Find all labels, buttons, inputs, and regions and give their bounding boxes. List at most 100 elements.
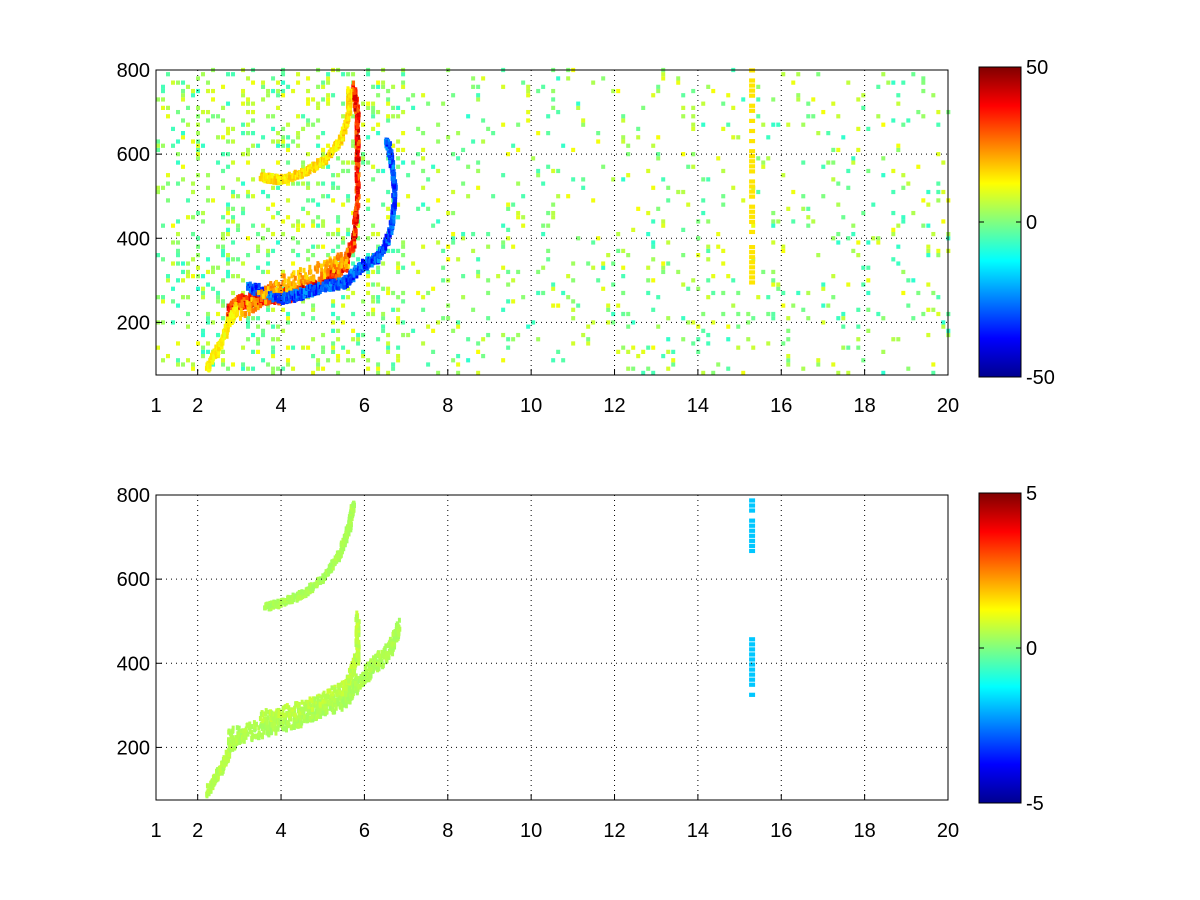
top-noise-cell — [236, 223, 241, 228]
bottom-feature-cell — [280, 722, 284, 728]
top-noise-cell — [226, 219, 231, 224]
top-feature-cell — [344, 251, 348, 257]
top-feature-cell — [353, 106, 357, 112]
bottom-feature-cell — [282, 712, 286, 718]
top-noise-cell — [251, 131, 256, 136]
top-noise-cell — [771, 240, 776, 245]
bottom-feature-cell — [292, 597, 296, 603]
top-noise-cell — [896, 147, 901, 153]
top-feature-cell — [245, 295, 249, 301]
top-noise-cell — [681, 114, 686, 119]
bottom-feature-cell — [320, 694, 324, 700]
top-noise-cell — [321, 97, 326, 102]
top-noise-cell — [696, 286, 701, 291]
top-noise-cell — [311, 253, 316, 258]
bottom-feature-cell — [300, 589, 304, 595]
top-noise-cell — [216, 332, 221, 338]
top-noise-cell — [566, 194, 571, 199]
top-noise-cell — [846, 282, 851, 287]
top-noise-cell — [706, 332, 711, 338]
top-feature-cell — [342, 284, 346, 290]
top-noise-cell — [236, 177, 241, 182]
bottom-feature-cell — [264, 716, 268, 722]
top-noise-cell — [651, 93, 656, 98]
top-feature-cell — [340, 263, 344, 269]
top-noise-cell — [801, 307, 806, 312]
top-noise-cell — [221, 84, 226, 89]
top-noise-cell — [736, 311, 741, 317]
top-feature-cell — [240, 293, 244, 299]
top-feature-cell — [353, 264, 357, 270]
top-noise-cell — [546, 164, 551, 169]
top-noise-cell — [191, 93, 196, 98]
bottom-feature-cell — [238, 739, 242, 745]
top-noise-cell — [881, 316, 886, 321]
top-noise-cell — [681, 282, 686, 287]
top-feature-cell — [285, 287, 289, 293]
top-noise-cell — [681, 152, 686, 157]
top-noise-cell — [921, 311, 926, 317]
top-heatmap-cells — [156, 67, 951, 376]
top-noise-cell — [201, 219, 206, 224]
top-noise-cell — [706, 219, 711, 224]
top-noise-cell — [396, 156, 401, 161]
top-stripe-cell — [749, 229, 756, 235]
top-noise-cell — [476, 274, 481, 279]
top-noise-cell — [321, 194, 326, 199]
bottom-feature-cell — [384, 643, 388, 649]
top-noise-cell — [456, 324, 461, 329]
top-noise-cell — [266, 227, 271, 232]
top-noise-cell — [241, 366, 246, 371]
top-noise-cell — [681, 105, 686, 110]
top-noise-cell — [166, 181, 171, 186]
top-noise-cell — [766, 135, 771, 140]
top-noise-cell — [591, 198, 596, 203]
top-noise-cell — [306, 122, 311, 127]
top-noise-cell — [486, 231, 491, 237]
top-noise-cell — [191, 366, 196, 371]
top-noise-cell — [511, 299, 516, 304]
top-noise-cell — [671, 362, 676, 367]
top-noise-cell — [361, 156, 366, 161]
bottom-feature-cell — [287, 712, 291, 718]
top-feature-cell — [296, 290, 300, 296]
bottom-feature-cell — [341, 542, 345, 548]
bottom-feature-cell — [299, 723, 303, 729]
top-noise-cell — [461, 181, 466, 186]
top-noise-cell — [291, 223, 296, 228]
top-noise-cell — [271, 88, 276, 94]
top-noise-cell — [396, 147, 401, 153]
top-noise-cell — [606, 303, 611, 308]
top-feature-cell — [291, 295, 295, 301]
top-feature-cell — [293, 275, 297, 281]
top-noise-cell — [226, 72, 231, 77]
top-noise-cell — [201, 290, 206, 296]
top-noise-cell — [661, 76, 666, 81]
top-feature-cell — [334, 274, 338, 280]
bottom-feature-cell — [366, 661, 370, 667]
bottom-feature-cell — [348, 672, 352, 678]
bottom-feature-cell — [205, 791, 209, 797]
top-noise-cell — [926, 223, 931, 228]
top-noise-cell — [326, 97, 331, 102]
top-noise-cell — [851, 156, 856, 161]
top-noise-cell — [206, 320, 211, 325]
top-noise-cell — [776, 219, 781, 224]
top-noise-cell — [526, 324, 531, 329]
top-feature-cell — [351, 275, 355, 281]
top-noise-cell — [511, 202, 516, 207]
top-noise-cell — [516, 332, 521, 338]
top-noise-cell — [476, 349, 481, 354]
top-noise-cell — [731, 105, 736, 110]
top-noise-cell — [716, 362, 721, 367]
bottom-feature-cell — [321, 698, 325, 704]
top-feature-cell — [353, 211, 357, 217]
top-feature-cell — [292, 270, 296, 276]
top-x-tick-label: 10 — [520, 395, 542, 417]
top-feature-cell — [330, 262, 334, 268]
top-feature-cell — [229, 312, 233, 318]
top-noise-cell — [211, 265, 216, 270]
top-noise-cell — [596, 278, 601, 283]
bottom-feature-cell — [348, 688, 352, 694]
bottom-feature-cell — [293, 594, 297, 600]
